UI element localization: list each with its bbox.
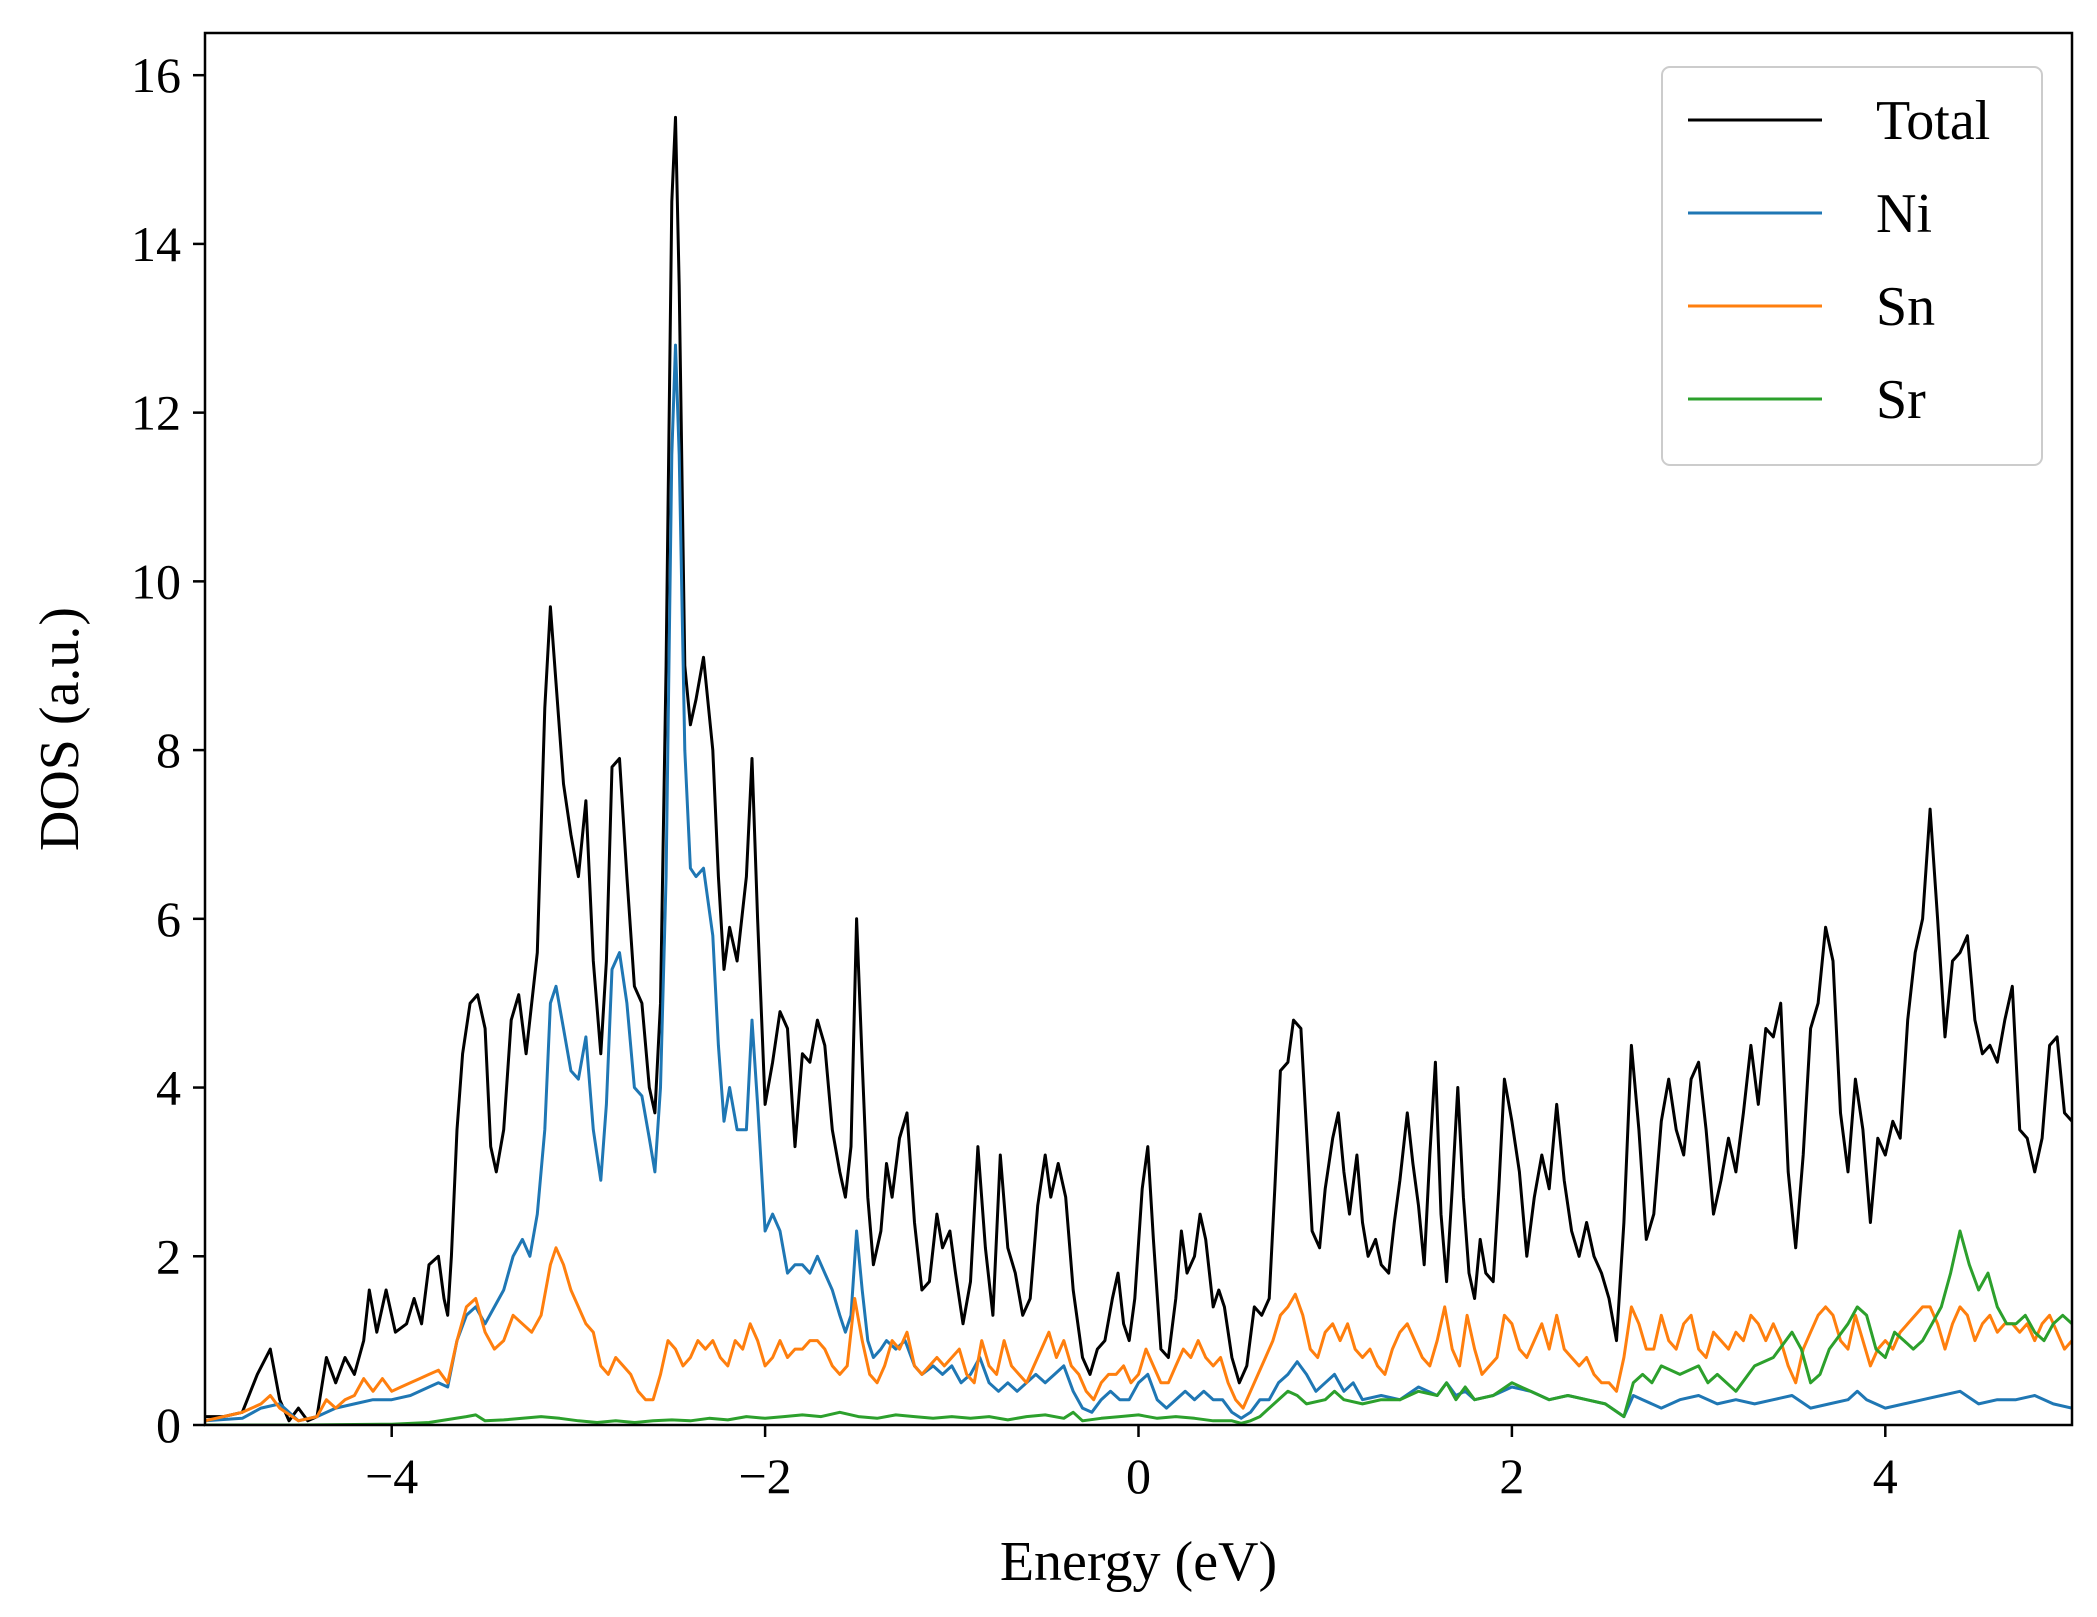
y-tick-label: 8 [156,722,181,778]
legend-label-sr: Sr [1876,369,1926,431]
y-axis-title: DOS (a.u.) [29,607,91,851]
y-tick-label: 2 [156,1228,181,1284]
legend-label-sn: Sn [1876,276,1935,338]
x-tick-label: 4 [1873,1448,1898,1504]
y-tick-label: 6 [156,891,181,947]
x-tick-label: 0 [1126,1448,1151,1504]
legend-label-ni: Ni [1876,183,1932,245]
y-tick-label: 0 [156,1397,181,1453]
y-tick-label: 14 [131,216,181,272]
y-tick-label: 10 [131,553,181,609]
x-axis-title: Energy (eV) [1000,1531,1277,1593]
series-line-total [205,115,2072,1423]
ticks-layer: −4 −2 0 2 4 0 2 4 6 8 10 12 14 16 [131,47,1898,1504]
x-tick-label: −2 [738,1448,791,1504]
series-line-sr [205,1229,2072,1425]
x-tick-label: 2 [1499,1448,1524,1504]
x-tick-label: −4 [365,1448,418,1504]
legend: Total Ni Sn Sr [1661,66,2043,466]
y-tick-label: 12 [131,385,181,441]
series-layer [205,115,2072,1425]
y-tick-label: 4 [156,1060,181,1116]
legend-label-total: Total [1876,90,1990,152]
series-line-sn [205,1246,2072,1423]
y-tick-label: 16 [131,47,181,103]
legend-box [1661,66,2043,466]
